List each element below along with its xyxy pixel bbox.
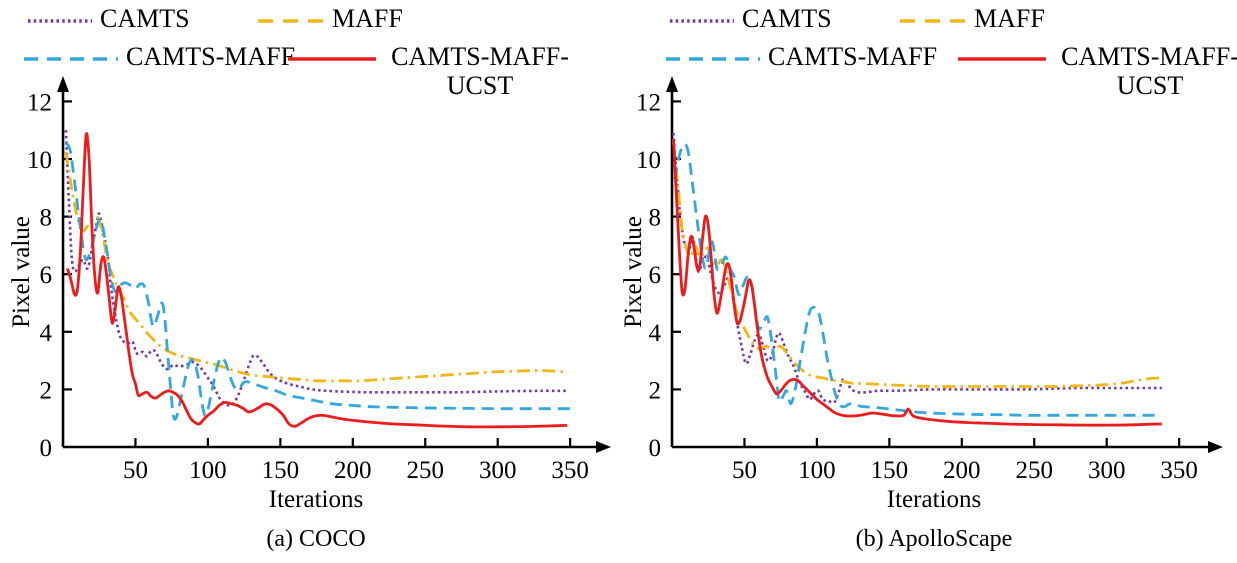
x-tick-label: 50 [123, 457, 148, 484]
chart-caption: (a) COCO [266, 526, 366, 552]
x-axis-arrow-icon [596, 441, 611, 453]
x-tick-label: 200 [943, 457, 981, 484]
legend-label: MAFF [974, 4, 1045, 33]
x-axis-title: Iterations [886, 486, 982, 513]
line-plot-apolloscape: 0 2 4 6 8 10 12 50 100 150 200 250 300 350 [636, 76, 1223, 484]
chart-panel-apolloscape: 0 2 4 6 8 10 12 50 100 150 200 250 300 350 CAMTS MAFF… [618, 0, 1237, 563]
series-line-maff [64, 151, 568, 383]
series-line-camts [672, 132, 1162, 405]
y-tick-label: 10 [636, 147, 661, 174]
legend-item-maff: MAFF [900, 4, 1045, 33]
x-tick-label: 100 [798, 457, 836, 484]
line-plot-coco: 0 2 4 6 8 10 12 50 100 150 200 250 300 350 [27, 76, 611, 484]
y-tick-label: 0 [649, 435, 662, 462]
legend-item-maff: MAFF [258, 4, 403, 33]
series-line-camts-maff-ucst [65, 132, 568, 429]
x-tick-label: 150 [871, 457, 909, 484]
legend-line-dashed-icon [258, 19, 324, 23]
x-tick-label: 300 [1088, 457, 1126, 484]
legend-line-dashed-icon [900, 19, 966, 23]
x-tick-label: 250 [1016, 457, 1054, 484]
legend-item-camts: CAMTS [670, 4, 832, 33]
x-tick-label: 200 [334, 457, 372, 484]
legend-label: CAMTS-MAFF-UCST [391, 42, 569, 100]
x-tick-label: 350 [1160, 457, 1198, 484]
legend-line-solid-icon [958, 57, 1046, 61]
legend-label: CAMTS [100, 4, 190, 33]
x-axis-arrow-icon [1208, 441, 1223, 453]
legend-label: MAFF [332, 4, 403, 33]
y-tick-label: 4 [40, 320, 53, 347]
legend-item-camts: CAMTS [28, 4, 190, 33]
legend-label: CAMTS-MAFF-UCST [1061, 42, 1237, 100]
x-tick-label: 150 [262, 457, 300, 484]
series-line-camts-maff [64, 142, 571, 421]
chart-panel-coco: 0 2 4 6 8 10 12 50 100 150 200 250 300 350 CAMTS MAFF… [0, 0, 618, 563]
y-axis-arrow-icon [57, 76, 69, 92]
y-tick-label: 6 [40, 262, 53, 289]
legend-apolloscape: CAMTS MAFF CAMTS-MAFF CAMTS-MAFF-UCST [642, 0, 1237, 100]
x-tick-label: 100 [189, 457, 227, 484]
legend-line-dotted-icon [670, 19, 734, 23]
y-axis-title: Pixel value [620, 216, 647, 328]
y-tick-label: 2 [649, 377, 662, 404]
legend-line-dotted-icon [28, 19, 92, 23]
y-tick-label: 12 [636, 89, 661, 116]
legend-line-dashed-icon [24, 57, 118, 61]
y-tick-label: 12 [27, 89, 52, 116]
y-axis-title: Pixel value [8, 216, 35, 328]
legend-item-camts-maff: CAMTS-MAFF [666, 42, 937, 71]
series-line-camts-maff [673, 142, 1159, 417]
series-line-camts [64, 130, 568, 407]
y-tick-label: 8 [40, 205, 53, 232]
y-tick-label: 10 [27, 147, 52, 174]
legend-item-camts-maff-ucst: CAMTS-MAFF-UCST [958, 42, 1237, 100]
legend-coco: CAMTS MAFF CAMTS-MAFF CAMTS-MAFF-UCST [0, 0, 618, 100]
y-tick-label: 6 [649, 262, 662, 289]
x-tick-label: 300 [479, 457, 517, 484]
x-tick-label: 350 [551, 457, 589, 484]
legend-item-camts-maff: CAMTS-MAFF [24, 42, 295, 71]
y-tick-label: 2 [40, 377, 53, 404]
legend-item-camts-maff-ucst: CAMTS-MAFF-UCST [288, 42, 576, 100]
legend-line-solid-icon [288, 57, 376, 61]
y-tick-label: 4 [649, 320, 662, 347]
series-line-maff [672, 141, 1162, 388]
x-tick-label: 250 [407, 457, 445, 484]
x-tick-label: 50 [732, 457, 757, 484]
series-line-camts-maff-ucst [672, 138, 1162, 427]
y-tick-label: 8 [649, 205, 662, 232]
legend-line-dashed-icon [666, 57, 760, 61]
y-tick-label: 0 [40, 435, 53, 462]
y-axis-arrow-icon [666, 76, 678, 92]
chart-caption: (b) ApolloScape [855, 526, 1013, 552]
legend-label: CAMTS-MAFF [126, 42, 296, 71]
legend-label: CAMTS [742, 4, 832, 33]
legend-label: CAMTS-MAFF [768, 42, 938, 71]
x-axis-title: Iterations [268, 486, 364, 513]
